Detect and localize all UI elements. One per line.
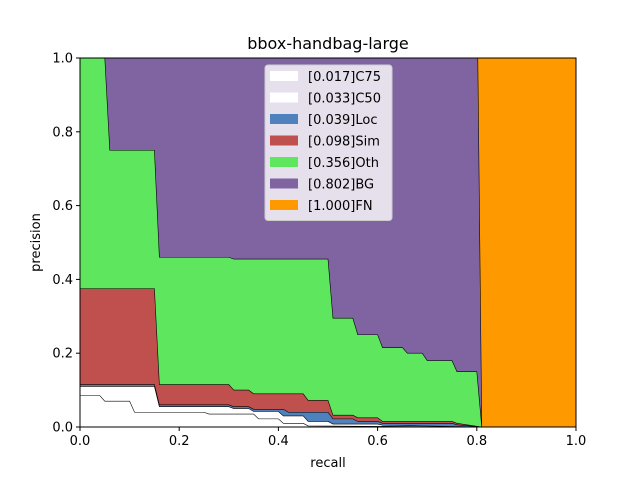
legend-label-1-000-fn: [1.000]FN [308,199,373,214]
legend-label-0-033-c50: [0.033]C50 [308,92,381,107]
x-tick-label: 0.8 [466,434,487,449]
y-axis-ticks: 0.0 0.2 0.4 0.6 0.8 1.0 [52,52,80,436]
area-0-017-c75 [80,395,482,427]
y-tick-label: 0.4 [52,273,73,288]
legend-swatch-0-039-loc [270,114,298,124]
x-tick-label: 0.4 [268,434,289,449]
x-tick-label: 0.0 [70,434,91,449]
area-0-098-sim [80,288,482,427]
y-tick-label: 1.0 [52,52,73,67]
y-tick-label: 0.6 [52,199,73,214]
chart-title: bbox-handbag-large [247,34,409,53]
legend-label-0-098-sim: [0.098]Sim [308,135,380,150]
x-axis-label: recall [310,456,345,471]
legend-label-0-802-bg: [0.802]BG [308,178,374,193]
legend-swatch-1-000-fn [270,200,298,210]
x-tick-label: 0.6 [367,434,388,449]
x-tick-label: 1.0 [566,434,587,449]
legend-swatch-0-017-c75 [270,71,298,81]
x-tick-label: 0.2 [169,434,190,449]
legend-swatch-0-802-bg [270,178,298,189]
area-0-356-oth [80,58,483,427]
legend-swatch-0-098-sim [270,135,298,146]
y-tick-label: 0.8 [52,125,73,140]
legend-label-0-017-c75: [0.017]C75 [308,70,381,85]
y-tick-label: 0.0 [52,421,73,436]
legend-label-0-039-loc: [0.039]Loc [308,113,377,128]
legend-label-0-356-oth: [0.356]Oth [308,156,379,171]
legend-swatch-0-356-oth [270,157,298,167]
legend-swatch-0-033-c50 [270,92,298,103]
legend: [0.017]C75 [0.033]C50 [0.039]Loc [0.098]Sim… [264,64,393,221]
y-tick-label: 0.2 [52,347,73,362]
plot-frame [79,57,577,428]
x-axis-ticks: 0.0 0.2 0.4 0.6 0.8 1.0 [70,427,587,449]
y-axis-label: precision [29,213,44,272]
